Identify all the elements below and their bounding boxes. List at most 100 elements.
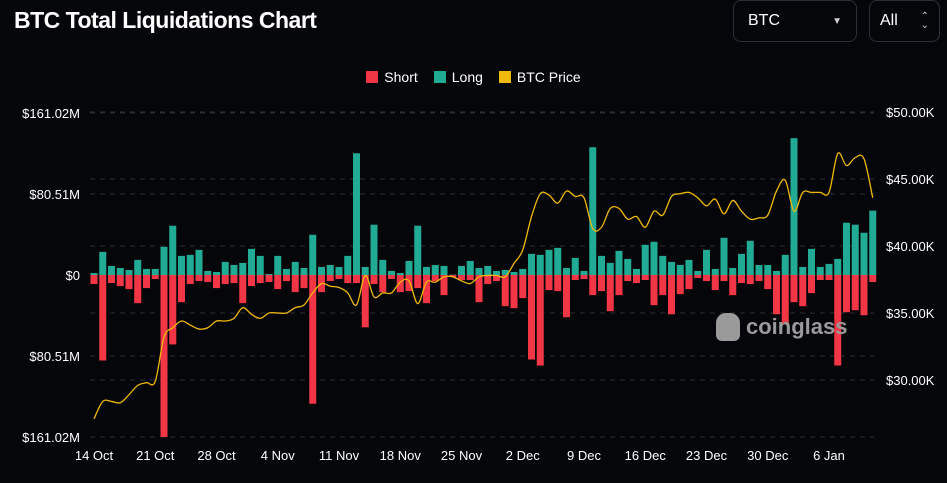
long-bar[interactable] bbox=[659, 255, 667, 275]
long-bar[interactable] bbox=[571, 257, 579, 275]
long-bar[interactable] bbox=[598, 255, 605, 275]
short-bar[interactable] bbox=[536, 275, 544, 366]
short-bar[interactable] bbox=[178, 275, 185, 303]
short-bar[interactable] bbox=[554, 275, 562, 292]
short-bar[interactable] bbox=[431, 275, 439, 282]
short-bar[interactable] bbox=[580, 275, 588, 280]
long-bar[interactable] bbox=[213, 271, 220, 275]
long-bar[interactable] bbox=[563, 267, 570, 275]
long-bar[interactable] bbox=[318, 266, 325, 275]
long-bar[interactable] bbox=[440, 265, 448, 275]
long-bar[interactable] bbox=[274, 255, 282, 275]
short-bar[interactable] bbox=[528, 275, 535, 360]
short-bar[interactable] bbox=[353, 275, 360, 284]
short-bar[interactable] bbox=[755, 275, 763, 282]
short-bar[interactable] bbox=[641, 275, 649, 281]
short-bar[interactable] bbox=[291, 275, 299, 293]
long-bar[interactable] bbox=[361, 266, 369, 275]
long-bar[interactable] bbox=[519, 268, 527, 275]
long-bar[interactable] bbox=[860, 232, 868, 275]
long-bar[interactable] bbox=[764, 264, 772, 275]
short-bar[interactable] bbox=[440, 275, 448, 296]
long-bar[interactable] bbox=[396, 272, 404, 275]
short-bar[interactable] bbox=[834, 275, 842, 366]
short-bar[interactable] bbox=[501, 275, 509, 307]
short-bar[interactable] bbox=[825, 275, 833, 281]
short-bar[interactable] bbox=[720, 275, 728, 282]
short-bar[interactable] bbox=[764, 275, 772, 290]
short-bar[interactable] bbox=[624, 275, 632, 282]
long-bar[interactable] bbox=[90, 272, 98, 275]
short-bar[interactable] bbox=[790, 275, 798, 303]
long-bar[interactable] bbox=[799, 266, 807, 275]
long-bar[interactable] bbox=[615, 250, 623, 275]
long-bar[interactable] bbox=[151, 268, 159, 275]
long-bar[interactable] bbox=[125, 269, 133, 275]
long-bar[interactable] bbox=[300, 267, 308, 275]
short-bar[interactable] bbox=[274, 275, 282, 290]
long-bar[interactable] bbox=[99, 251, 107, 275]
short-bar[interactable] bbox=[799, 275, 807, 307]
short-bar[interactable] bbox=[449, 275, 457, 278]
long-bar[interactable] bbox=[738, 253, 745, 275]
long-bar[interactable] bbox=[379, 259, 387, 275]
long-bar[interactable] bbox=[746, 240, 754, 275]
short-bar[interactable] bbox=[475, 275, 483, 303]
long-bar[interactable] bbox=[493, 270, 500, 275]
long-bar[interactable] bbox=[431, 264, 439, 275]
short-bar[interactable] bbox=[204, 275, 212, 283]
short-bar[interactable] bbox=[773, 275, 780, 315]
long-bar[interactable] bbox=[353, 153, 360, 275]
short-bar[interactable] bbox=[344, 275, 352, 284]
long-bar[interactable] bbox=[703, 249, 710, 275]
long-bar[interactable] bbox=[650, 241, 658, 275]
long-bar[interactable] bbox=[633, 268, 640, 275]
short-bar[interactable] bbox=[860, 275, 868, 316]
short-bar[interactable] bbox=[396, 275, 404, 293]
coin-select[interactable]: BTC ▼ bbox=[733, 0, 857, 42]
long-bar[interactable] bbox=[186, 254, 194, 275]
short-bar[interactable] bbox=[99, 275, 107, 361]
short-bar[interactable] bbox=[606, 275, 614, 312]
short-bar[interactable] bbox=[326, 275, 334, 282]
long-bar[interactable] bbox=[711, 268, 719, 275]
short-bar[interactable] bbox=[598, 275, 605, 292]
long-bar[interactable] bbox=[466, 260, 474, 275]
long-bar[interactable] bbox=[256, 255, 264, 275]
long-bar[interactable] bbox=[851, 224, 859, 275]
short-bar[interactable] bbox=[248, 275, 255, 287]
long-bar[interactable] bbox=[790, 138, 798, 275]
short-bar[interactable] bbox=[300, 275, 308, 289]
short-bar[interactable] bbox=[283, 275, 290, 282]
short-bar[interactable] bbox=[116, 275, 124, 287]
long-bar[interactable] bbox=[554, 247, 562, 275]
short-bar[interactable] bbox=[388, 275, 395, 280]
long-bar[interactable] bbox=[291, 261, 299, 275]
short-bar[interactable] bbox=[738, 275, 745, 284]
short-bar[interactable] bbox=[370, 275, 378, 285]
short-bar[interactable] bbox=[169, 275, 177, 345]
long-bar[interactable] bbox=[869, 210, 877, 275]
long-bar[interactable] bbox=[265, 273, 273, 275]
short-bar[interactable] bbox=[221, 275, 229, 285]
long-bar[interactable] bbox=[458, 265, 465, 275]
short-bar[interactable] bbox=[510, 275, 518, 309]
short-bar[interactable] bbox=[361, 275, 369, 328]
long-bar[interactable] bbox=[484, 265, 492, 275]
short-bar[interactable] bbox=[309, 275, 317, 404]
long-bar[interactable] bbox=[825, 263, 833, 275]
short-bar[interactable] bbox=[493, 275, 500, 282]
long-bar[interactable] bbox=[309, 234, 317, 275]
short-bar[interactable] bbox=[379, 275, 387, 293]
short-bar[interactable] bbox=[414, 275, 422, 289]
long-bar[interactable] bbox=[160, 246, 168, 275]
short-bar[interactable] bbox=[239, 275, 247, 304]
long-bar[interactable] bbox=[589, 147, 597, 275]
long-bar[interactable] bbox=[773, 270, 780, 275]
long-bar[interactable] bbox=[475, 267, 483, 275]
long-bar[interactable] bbox=[755, 264, 763, 275]
long-bar[interactable] bbox=[781, 254, 789, 275]
short-bar[interactable] bbox=[676, 275, 684, 295]
long-bar[interactable] bbox=[685, 259, 693, 275]
long-bar[interactable] bbox=[624, 258, 632, 275]
